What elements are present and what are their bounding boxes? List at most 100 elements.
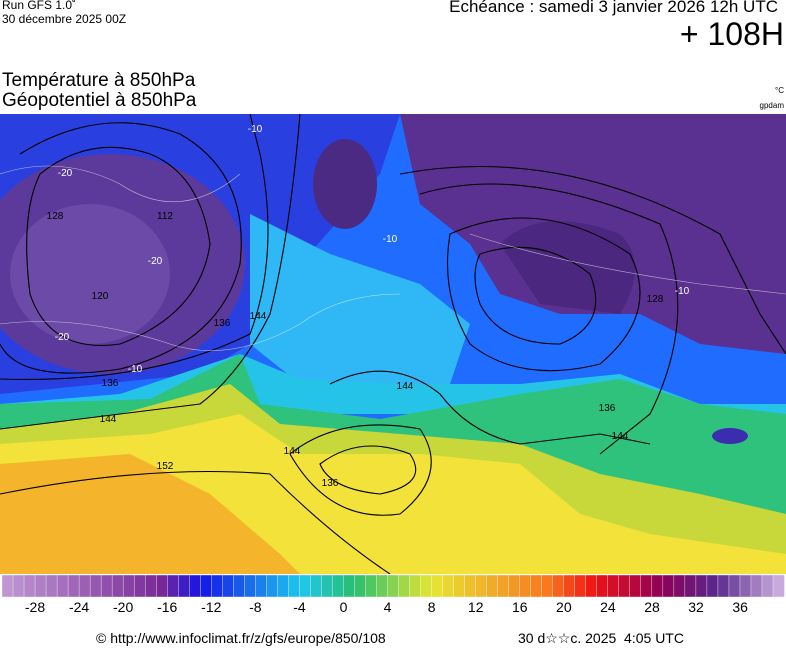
colorbar-swatch [78,574,91,598]
colorbar-label: 4 [384,599,392,614]
colorbar-swatch [244,574,257,598]
isotherm-label: -20 [55,332,70,343]
colorbar-swatch [442,574,455,598]
colorbar-swatch [596,574,609,598]
colorbar-swatch [651,574,664,598]
colorbar-swatch [321,574,334,598]
colorbar-swatch [475,574,488,598]
cold-spot [712,428,748,444]
cool-area [250,214,470,404]
footer-generated: 30 d☆☆c. 2025 4:05 UTC [518,630,684,646]
colorbar: -28 -24 -20 -16 -12 -8 -4 0 4 8 12 16 20 24 28 32 36 [1,574,785,614]
colorbar-swatch [100,574,113,598]
colorbar-label: -20 [113,599,133,614]
colorbar-swatch [662,574,675,598]
colorbar-swatch [739,574,752,598]
colorbar-label: 24 [600,599,616,614]
colorbar-swatch [409,574,422,598]
contour-label: 152 [157,461,174,472]
colorbar-swatch [640,574,653,598]
colorbar-swatch [695,574,708,598]
colorbar-swatch [420,574,433,598]
colorbar-swatch [332,574,345,598]
colorbar-swatch [486,574,499,598]
contour-label: 128 [47,211,64,222]
contour-label: 136 [102,378,119,389]
colorbar-swatch [431,574,444,598]
colorbar-swatch [574,574,587,598]
colorbar-swatch [144,574,157,598]
colorbar-swatch [552,574,565,598]
colorbar-swatch [618,574,631,598]
colorbar-swatch [155,574,168,598]
colorbar-swatch [167,574,179,598]
colorbar-swatch [310,574,323,598]
colorbar-swatch [343,574,356,598]
colorbar-label: 32 [688,599,704,614]
lead-time: + 108H [679,16,784,52]
colorbar-swatch [200,574,212,598]
colorbar-swatch [541,574,554,598]
colorbar-swatch [266,574,279,598]
colorbar-label: 16 [512,599,528,614]
colorbar-swatch [233,574,246,598]
colorbar-swatch [563,574,576,598]
contour-label: 144 [284,446,301,457]
contour-label: 144 [250,311,267,322]
colorbar-swatch [34,574,47,598]
colorbar-label: -24 [69,599,89,614]
colorbar-swatch [1,574,14,598]
colorbar-label: -16 [157,599,177,614]
colorbar-label: 20 [556,599,572,614]
colorbar-swatch [288,574,301,598]
colorbar-label: -12 [201,599,221,614]
run-label: Run GFS 1.0˚ [2,0,77,12]
cold-core [500,221,635,314]
colorbar-swatch [464,574,477,598]
colorbar-label: -28 [25,599,45,614]
unit-temperature: °C [775,86,784,95]
colorbar-label: -4 [293,599,306,614]
footer-url: © http://www.infoclimat.fr/z/gfs/europe/… [96,630,386,646]
contour-label: 120 [92,291,109,302]
colorbar-label: 36 [732,599,748,614]
colorbar-swatch [717,574,730,598]
colorbar-swatch [673,574,686,598]
colorbar-swatch [365,574,378,598]
colorbar-swatch [122,574,135,598]
colorbar-swatch [111,574,124,598]
colorbar-swatch [23,574,36,598]
colorbar-swatch [189,574,201,598]
contour-label: 112 [157,211,173,222]
colorbar-swatch [89,574,102,598]
isotherm-label: -10 [248,124,263,135]
colorbar-swatch [398,574,411,598]
colorbar-swatch [508,574,521,598]
colorbar-swatch [607,574,620,598]
colorbar-swatch [585,574,598,598]
unit-geopotential: gpdam [759,101,784,110]
colorbar-swatch [530,574,543,598]
colorbar-swatch [67,574,80,598]
isotherm-label: -10 [383,234,398,245]
colorbar-swatch [12,574,25,598]
colorbar-swatch [387,574,400,598]
greenland [313,139,377,229]
field-temperature: Température à 850hPa [2,70,196,91]
colorbar-swatch [497,574,510,598]
colorbar-swatch [728,574,741,598]
colorbar-swatch [299,574,312,598]
contours [0,114,786,574]
colorbar-swatch [277,574,290,598]
isotherm-label: -10 [128,364,143,375]
contour-label: 128 [647,294,664,305]
colorbar-swatch [255,574,268,598]
contour-label: 144 [100,414,117,425]
contour-label: 136 [322,478,339,489]
colorbar-label: -8 [249,599,262,614]
isotherm-label: -10 [675,286,690,297]
colorbar-swatch [761,574,774,598]
isotherm-label: -20 [58,168,73,179]
colorbar-swatch [45,574,58,598]
